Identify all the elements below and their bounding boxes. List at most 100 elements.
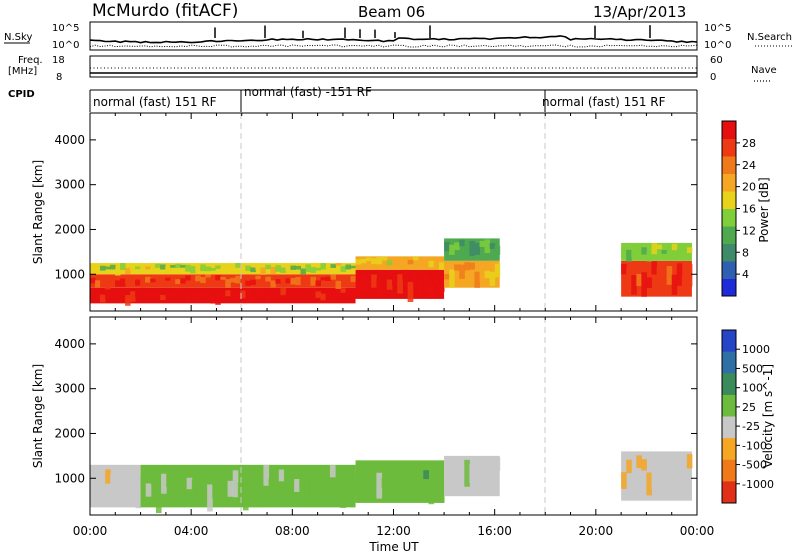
heatmap-cell (666, 245, 673, 258)
heatmap-cell (636, 273, 642, 287)
x-axis-tick-labels: 00:00 04:00 08:00 12:00 16:00 20:00 00:00 (73, 524, 715, 538)
heatmap-cell (636, 245, 642, 253)
heatmap-cell (320, 293, 326, 301)
nsearch-series-line (89, 44, 698, 48)
heatmap-cell (175, 263, 181, 268)
colorbar-swatch (722, 138, 736, 157)
heatmap-cell (651, 261, 658, 275)
heatmap-cell (335, 480, 341, 505)
heatmap-cell (110, 474, 116, 487)
heatmap-cell (381, 256, 388, 261)
colorbar-swatch (722, 481, 736, 504)
heatmap-cell (315, 291, 321, 298)
colorbar-swatch (722, 373, 736, 396)
heatmap-cell (335, 280, 342, 289)
heatmap-cell (295, 288, 301, 295)
heatmap-cell (397, 262, 403, 269)
heatmap-cell (324, 470, 331, 495)
power-heatmap-cells (90, 238, 693, 306)
heatmap-cell (631, 250, 637, 258)
heatmap-cell (260, 278, 266, 288)
heatmap-cell (160, 276, 166, 280)
freq-panel-frame (89, 55, 698, 78)
heatmap-cell (210, 267, 216, 271)
heatmap-cell (285, 278, 291, 284)
heatmap-cell (454, 471, 460, 483)
heatmap-cell (621, 472, 627, 489)
heatmap-cell (641, 272, 647, 297)
heatmap-cell (320, 263, 326, 270)
nsearch-label: N.Search (747, 32, 792, 43)
y-tick-label: 2000 (54, 426, 85, 440)
heatmap-cell (407, 281, 414, 303)
heatmap-cell (315, 280, 321, 287)
colorbar-swatch (722, 243, 736, 262)
heatmap-cell (494, 245, 501, 255)
heatmap-cell (412, 472, 419, 502)
power-y-axis-label: Slant Range [km] (31, 160, 45, 264)
heatmap-cell (310, 267, 316, 273)
heatmap-cell (676, 263, 683, 286)
heatmap-cell (300, 277, 306, 285)
heatmap-cell (469, 240, 475, 257)
heatmap-cell (671, 274, 678, 296)
colorbar-swatch (722, 208, 736, 227)
heatmap-cell (225, 279, 231, 288)
heatmap-cell (621, 263, 627, 275)
heatmap-cell (340, 288, 347, 293)
heatmap-cell (355, 476, 362, 490)
heatmap-cell (130, 268, 136, 271)
heatmap-cell (449, 269, 455, 288)
heatmap-cell (438, 262, 445, 270)
heatmap-cell (656, 266, 663, 290)
heatmap-cell (290, 278, 296, 285)
heatmap-cell (95, 470, 101, 487)
heatmap-cell (300, 290, 306, 300)
nsky-label: N.Sky (4, 32, 32, 43)
y-tick-label: 2000 (54, 222, 85, 236)
heatmap-cell (270, 294, 276, 300)
heatmap-cell (165, 266, 171, 274)
heatmap-cell (120, 291, 126, 297)
heatmap-cell (185, 275, 191, 281)
heatmap-cell (232, 470, 239, 498)
colorbar-tick-label: 4 (742, 268, 749, 281)
nsky-tick-top: 10^5 (52, 23, 79, 34)
heatmap-cell (681, 463, 688, 486)
heatmap-cell (145, 483, 152, 497)
colorbar-tick-label: 16 (742, 203, 756, 216)
power-colorbar-label: Power [dB] (757, 177, 771, 242)
freq-label: Freq. (18, 55, 43, 66)
heatmap-cell (304, 476, 310, 503)
heatmap-cell (407, 466, 414, 492)
heatmap-cell (345, 287, 352, 296)
freq-tick-top: 18 (52, 55, 65, 66)
heatmap-cell (217, 469, 223, 484)
heatmap-cell (325, 290, 332, 301)
heatmap-cell (449, 244, 455, 255)
heatmap-cell (258, 484, 264, 508)
heatmap-cell (186, 477, 193, 490)
heatmap-cell (160, 264, 166, 270)
heatmap-cell (210, 293, 216, 304)
heatmap-cell (195, 265, 201, 272)
heatmap-cell (250, 267, 256, 273)
colorbar-tick-label: 24 (742, 159, 756, 172)
heatmap-cell (479, 473, 486, 487)
heatmap-cell (180, 264, 186, 268)
heatmap-cell (423, 470, 429, 480)
colorbar-swatch (722, 278, 736, 297)
heatmap-cell (631, 475, 637, 493)
heatmap-cell (686, 264, 693, 287)
heatmap-cell (115, 480, 121, 495)
heatmap-cell (280, 267, 286, 273)
heatmap-cell (402, 269, 409, 281)
heatmap-cell (205, 293, 211, 298)
heatmap-cell (340, 277, 347, 281)
heatmap-cell (464, 241, 470, 253)
cpid-segment-1: normal (fast) 151 RF (93, 95, 217, 109)
heatmap-cell (205, 274, 211, 278)
heatmap-cell (295, 276, 301, 286)
colorbar-swatch (722, 459, 736, 482)
heatmap-cell (681, 245, 688, 250)
